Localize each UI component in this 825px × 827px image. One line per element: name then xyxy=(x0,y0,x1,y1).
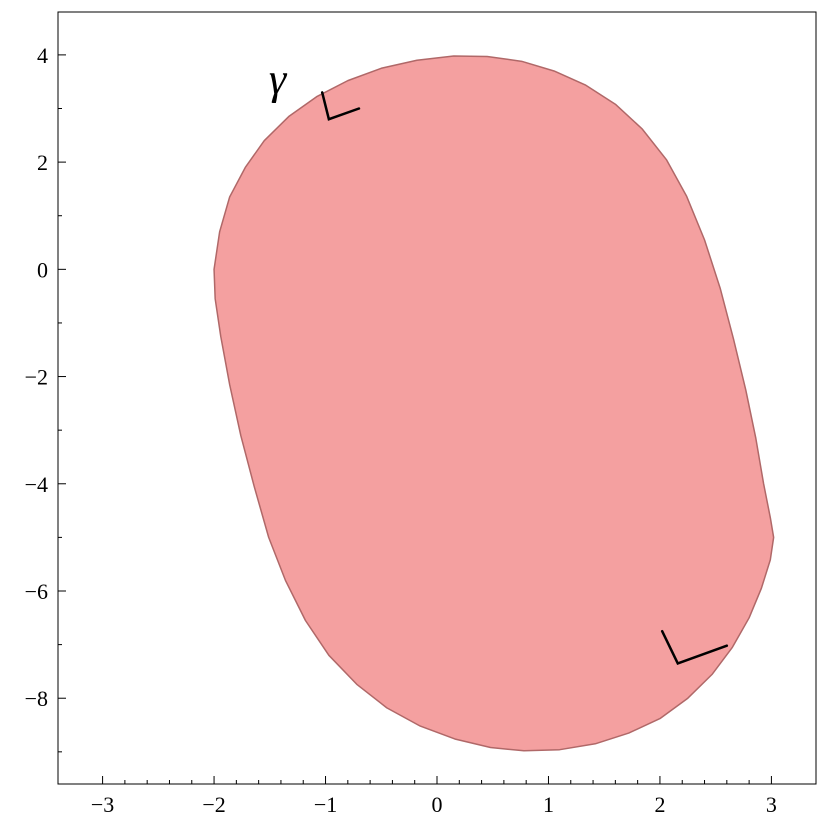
chart-container: −3 −2 −1 0 1 2 3 −8 −6 −4 −2 0 2 4 γ xyxy=(0,0,825,827)
y-tick-label: −4 xyxy=(25,472,48,497)
y-tick-label: −2 xyxy=(25,365,48,390)
y-tick-label: 4 xyxy=(37,43,48,68)
region-chart: −3 −2 −1 0 1 2 3 −8 −6 −4 −2 0 2 4 γ xyxy=(0,0,825,827)
gamma-label: γ xyxy=(269,54,288,103)
y-tick-label: 0 xyxy=(37,257,48,282)
x-tick-label: 3 xyxy=(766,792,777,817)
x-tick-label: −1 xyxy=(314,792,337,817)
x-tick-label: 0 xyxy=(432,792,443,817)
x-tick-label: −3 xyxy=(91,792,114,817)
x-tick-label: 2 xyxy=(654,792,665,817)
x-tick-label: 1 xyxy=(543,792,554,817)
y-tick-label: −6 xyxy=(25,579,48,604)
y-tick-label: 2 xyxy=(37,150,48,175)
x-tick-label: −2 xyxy=(202,792,225,817)
y-tick-label: −8 xyxy=(25,686,48,711)
